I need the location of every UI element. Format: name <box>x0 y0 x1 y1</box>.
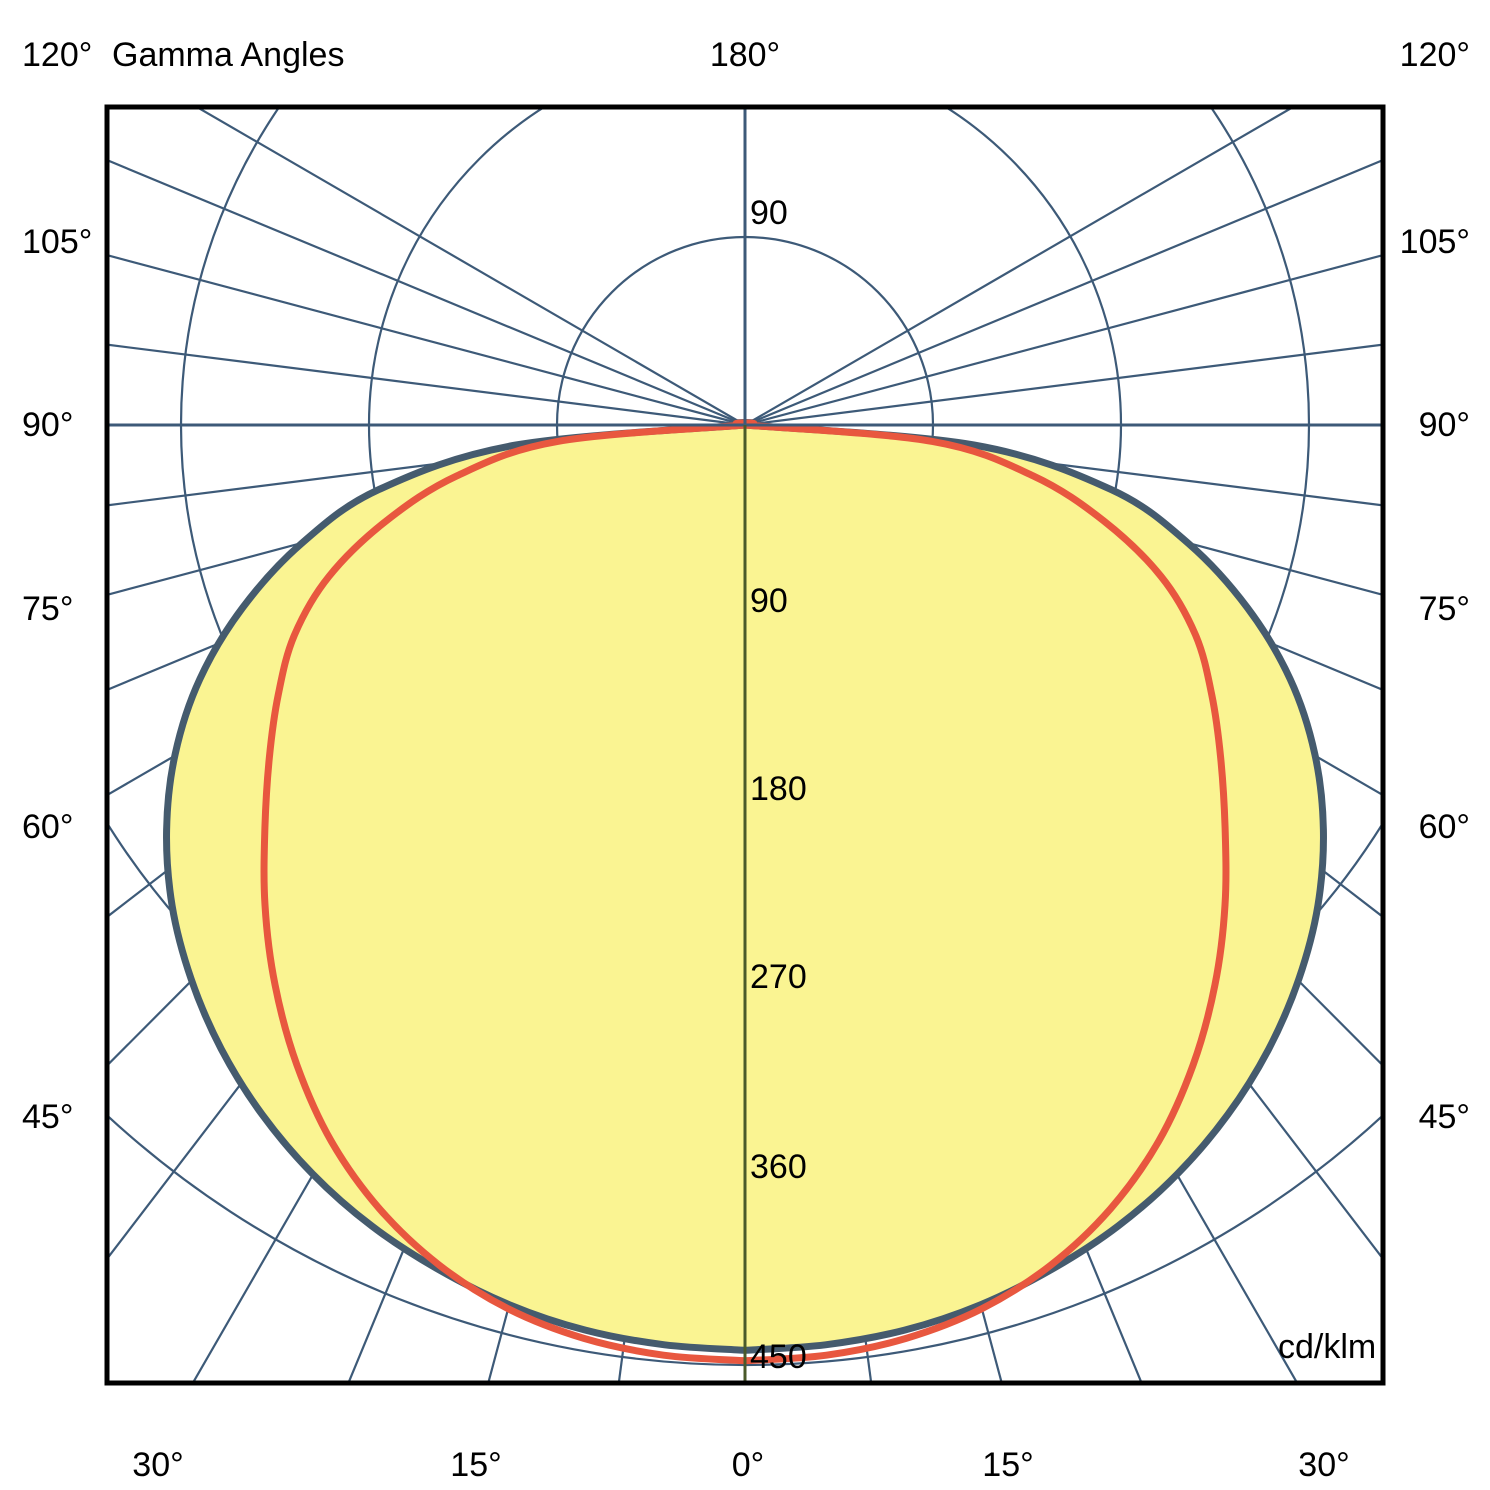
axis-label-bottom-30-right: 30° <box>1298 1446 1350 1484</box>
axis-label-left-75: 75° <box>22 590 74 628</box>
axis-label-right-90: 90° <box>1418 406 1470 444</box>
axis-label-left-105: 105° <box>22 223 93 261</box>
radial-tick-90: 90 <box>750 582 788 620</box>
unit-label: cd/klm <box>1278 1328 1377 1366</box>
axis-label-top-center: 180° <box>709 36 781 74</box>
radial-tick-upper-90: 90 <box>750 194 788 232</box>
axis-label-bottom-30-left: 30° <box>132 1446 184 1484</box>
radial-tick-360: 360 <box>750 1148 807 1186</box>
axis-label-top-left: 120° <box>22 36 93 74</box>
radial-tick-450: 450 <box>750 1338 807 1376</box>
radial-tick-270: 270 <box>750 958 807 996</box>
axis-label-bottom-15-right: 15° <box>982 1446 1034 1484</box>
axis-label-left-60: 60° <box>22 808 74 846</box>
axis-label-left-90: 90° <box>22 406 74 444</box>
axis-label-bottom-0: 0° <box>731 1446 765 1484</box>
radial-tick-180: 180 <box>750 770 807 808</box>
plot-frame <box>104 104 1386 1386</box>
axis-label-left-45: 45° <box>22 1098 74 1136</box>
axis-label-right-45: 45° <box>1418 1098 1470 1136</box>
axis-label-top-right: 120° <box>1399 36 1470 74</box>
axis-label-bottom-15-left: 15° <box>450 1446 502 1484</box>
axis-label-right-75: 75° <box>1418 590 1470 628</box>
chart-title: Gamma Angles <box>112 36 345 74</box>
axis-label-right-105: 105° <box>1399 223 1470 261</box>
axis-label-right-60: 60° <box>1418 808 1470 846</box>
